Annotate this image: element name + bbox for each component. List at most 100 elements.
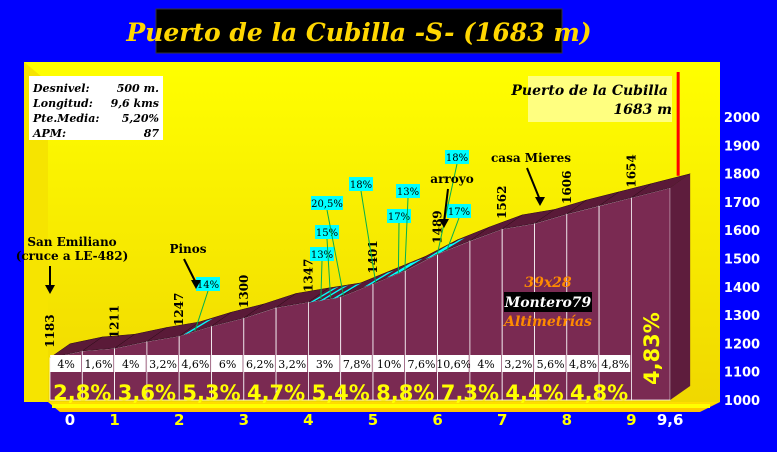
half-km-gradient-box: [502, 355, 534, 372]
half-km-gradient-box: [470, 355, 502, 372]
half-km-gradient-box: [340, 355, 372, 372]
callout-label: 20,5%: [311, 199, 343, 210]
x-tick-label: 4: [303, 411, 313, 429]
callout-leader: [404, 197, 409, 272]
y-tick-label: 1900: [724, 139, 760, 154]
stat-label: Longitud:: [32, 97, 93, 110]
callout-label: 13%: [311, 250, 333, 261]
callout-box: [349, 177, 373, 191]
km-gradient: 4,8%: [570, 381, 628, 405]
x-tick-label: 2: [174, 411, 184, 429]
half-km-gradient: 4,8%: [601, 358, 629, 371]
credit-author-box: [504, 292, 592, 312]
km-gradient: 2,8%: [53, 381, 111, 405]
half-km-gradient: 4%: [57, 358, 74, 371]
x-tick-label: 9,6: [657, 411, 684, 429]
callout-label: 15%: [316, 228, 338, 239]
half-km-gradient: 10%: [377, 358, 401, 371]
altitude-label: 1606: [560, 171, 574, 204]
altitude-label: 1211: [108, 305, 122, 338]
profile-segment: [469, 228, 503, 401]
stats-list: Desnivel: 500 m. Longitud: 9,6 kms Pte.Media…: [32, 82, 159, 140]
callout-box: [311, 196, 343, 210]
half-km-gradient: 4%: [122, 358, 139, 371]
stats-box: [29, 76, 163, 140]
altitude-label: 1347: [301, 259, 315, 292]
x-tick-label: 7: [497, 411, 507, 429]
profile-side: [670, 173, 691, 400]
x-tick-label: 9: [626, 411, 636, 429]
y-tick-label: 1700: [724, 196, 760, 211]
place-name: Pinos: [169, 242, 206, 256]
steep-mark: [425, 242, 456, 260]
callout-label: 14%: [197, 280, 219, 291]
callout-box: [447, 204, 471, 218]
credit-author: Montero79: [504, 295, 592, 311]
chart-title: Puerto de la Cubilla -S- (1683 m): [125, 18, 591, 47]
callout-label: 17%: [448, 207, 470, 218]
half-km-gradient-box: [211, 355, 243, 372]
callout-leader: [320, 260, 323, 300]
credit-size: 39x28: [524, 275, 572, 291]
y-tick-label: 1800: [724, 168, 760, 183]
summit-label-name: Puerto de la Cubilla: [510, 83, 668, 99]
stat-label: Desnivel:: [32, 82, 90, 95]
y-tick-label: 1600: [724, 224, 760, 239]
km-gradient: 7,3%: [441, 381, 499, 405]
km-gradient: 4,4%: [505, 381, 563, 405]
half-km-gradient: 6,2%: [246, 358, 274, 371]
half-km-gradient-box: [599, 355, 631, 372]
callout-leader: [326, 238, 332, 298]
half-km-gradient: 7,8%: [343, 358, 371, 371]
callout-box: [445, 150, 469, 164]
y-tick-label: 1300: [724, 309, 760, 324]
half-km-gradient: 3,2%: [149, 358, 177, 371]
half-km-gradient: 4,8%: [569, 358, 597, 371]
half-km-gradient-box: [405, 355, 437, 372]
y-tick-label: 2000: [724, 111, 760, 126]
profile: 1183 1211 1247 1300 1347 1401 1489 1562 1606 1654…: [43, 72, 691, 405]
stat-label: APM:: [32, 127, 66, 140]
arrow-head-icon: [191, 280, 201, 289]
steep-mark: [308, 286, 339, 303]
summit-label-altitude: 1683 m: [613, 102, 672, 118]
y-tick-label: 1000: [724, 394, 760, 409]
y-axis: 1000 1100 1200 1300 1400 1500 1600 1700 1800 1900…: [724, 111, 760, 409]
summit-label-box: [528, 76, 672, 122]
callout-leader: [326, 209, 344, 296]
km-gradient: 3,6%: [118, 381, 176, 405]
profile-segment: [404, 253, 439, 401]
altitude-label: 1247: [172, 293, 186, 326]
place-arrow: [183, 258, 197, 284]
steep-mark: [392, 258, 423, 276]
km-gradient: 8,8%: [376, 381, 434, 405]
callout-leader: [397, 222, 400, 274]
callout-box: [196, 277, 220, 291]
half-km-gradient: 5,6%: [537, 358, 565, 371]
stat-label: Pte.Media:: [32, 112, 99, 125]
half-km-gradient: 3,2%: [278, 358, 306, 371]
place-arrow: [443, 188, 449, 223]
half-km-gradient-box: [179, 355, 211, 372]
annotations: 14% 13% 15% 20,5% 18% 17% 13% 17% 18% San Emilian…: [16, 150, 571, 332]
callout-leader: [194, 290, 209, 332]
half-km-gradient-box: [114, 355, 146, 372]
credit-source: Altimetrías: [502, 314, 592, 330]
half-km-gradient: 4%: [477, 358, 494, 371]
y-tick-label: 1400: [724, 281, 760, 296]
altitude-label: 1401: [366, 240, 380, 273]
callout-leader: [446, 217, 460, 251]
half-km-gradient: 7,6%: [407, 358, 435, 371]
steep-mark: [386, 261, 417, 278]
place-sub: (cruce a LE-482): [16, 249, 129, 263]
x-tick-label: 6: [432, 411, 442, 429]
km-gradient: 5,4%: [312, 381, 370, 405]
y-tick-label: 1100: [724, 366, 760, 381]
x-axis: 0 1 2 3 4 5 6 7 8 9 9,6: [52, 404, 710, 429]
title-box: [155, 8, 563, 54]
altitude-label: 1183: [43, 314, 57, 347]
back-wall-side: [24, 62, 48, 402]
altitude-label: 1562: [495, 186, 509, 219]
half-km-gradient-box: [566, 355, 598, 372]
y-tick-label: 1500: [724, 253, 760, 268]
